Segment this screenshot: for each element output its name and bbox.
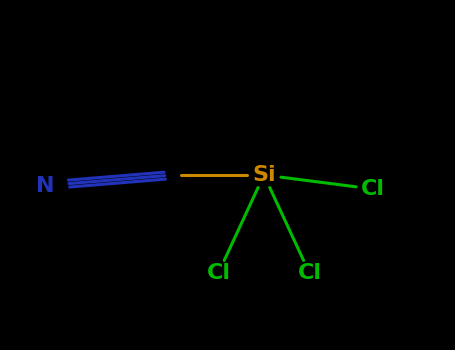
Text: Cl: Cl bbox=[207, 263, 230, 283]
Text: Cl: Cl bbox=[361, 179, 385, 199]
Text: Cl: Cl bbox=[298, 263, 321, 283]
Text: N: N bbox=[36, 175, 55, 196]
Text: Si: Si bbox=[252, 165, 276, 185]
